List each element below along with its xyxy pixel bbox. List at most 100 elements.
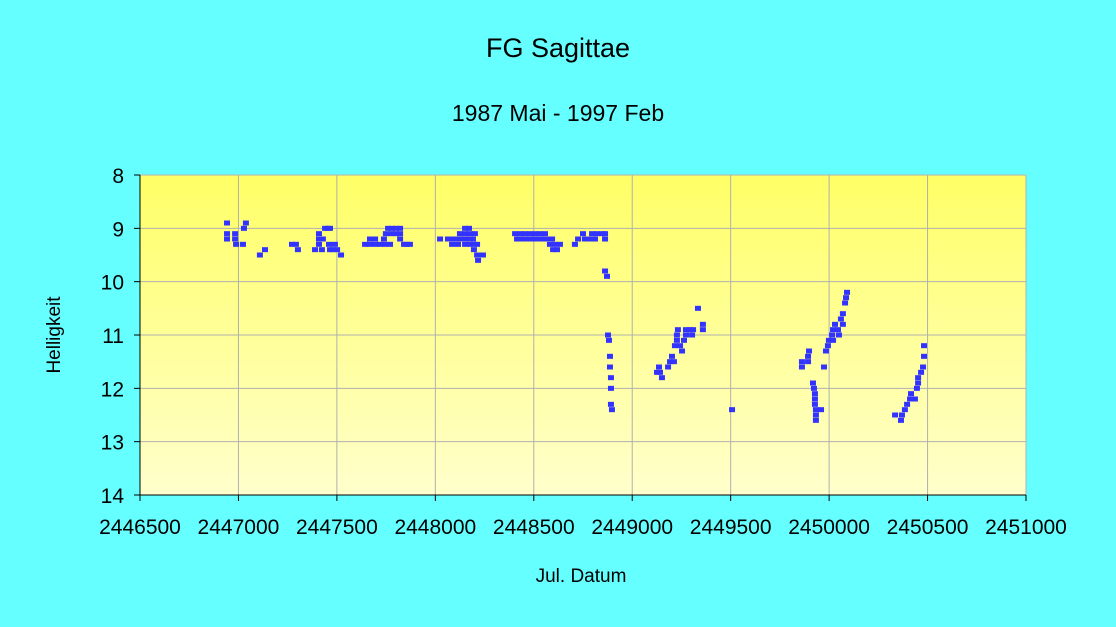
data-point — [844, 289, 851, 295]
data-point — [811, 396, 818, 402]
data-point — [242, 220, 249, 226]
data-point — [462, 225, 469, 231]
chart-subtitle: 1987 Mai - 1997 Feb — [452, 100, 664, 126]
data-point — [681, 337, 688, 343]
x-tick-label: 2450000 — [788, 516, 870, 539]
data-point — [818, 407, 825, 413]
chart-title: FG Sagittae — [486, 33, 630, 63]
data-point — [397, 225, 404, 231]
data-point — [537, 231, 544, 237]
data-point — [312, 247, 319, 253]
data-point — [674, 327, 681, 333]
data-point — [392, 225, 399, 231]
y-tick-label: 9 — [112, 218, 124, 241]
data-point — [811, 391, 818, 397]
x-tick-label: 2448000 — [394, 516, 476, 539]
data-point — [224, 231, 231, 237]
data-point — [798, 364, 805, 370]
data-point — [224, 236, 231, 242]
data-point — [556, 241, 563, 247]
data-point — [835, 332, 842, 338]
data-point — [604, 273, 611, 279]
data-point — [543, 236, 550, 242]
data-point — [839, 321, 846, 327]
data-point — [907, 396, 914, 402]
data-point — [454, 236, 461, 242]
data-point — [382, 231, 389, 237]
data-point — [232, 236, 239, 242]
data-point — [668, 353, 675, 359]
data-point — [689, 332, 696, 338]
data-point — [587, 236, 594, 242]
data-point — [389, 225, 396, 231]
data-point — [580, 231, 586, 237]
data-point — [571, 241, 578, 247]
data-point — [915, 380, 922, 386]
data-point — [460, 236, 467, 242]
data-point — [474, 241, 481, 247]
axes: 2446500 2447000 2447500 2448000 2448500 24490… — [99, 165, 1067, 539]
data-point — [233, 241, 240, 247]
data-point — [901, 407, 908, 413]
data-point — [830, 337, 837, 343]
data-point — [834, 327, 841, 333]
data-point — [607, 375, 614, 381]
y-tick-label: 12 — [101, 378, 124, 401]
data-point — [920, 364, 927, 370]
data-point — [288, 241, 295, 247]
data-point — [466, 231, 473, 237]
y-tick-label: 14 — [101, 485, 125, 508]
data-point — [655, 364, 662, 370]
data-point — [475, 257, 482, 263]
data-point — [607, 385, 614, 391]
data-point — [682, 327, 689, 333]
data-point — [602, 231, 609, 237]
data-point — [366, 236, 373, 242]
data-point — [690, 327, 697, 333]
data-point — [454, 241, 461, 247]
data-point — [606, 353, 613, 359]
x-tick-label: 2448500 — [493, 516, 575, 539]
data-point — [673, 332, 680, 338]
data-point — [470, 241, 477, 247]
data-point — [913, 385, 920, 391]
data-point — [694, 305, 701, 311]
data-point — [658, 375, 665, 381]
data-point — [812, 417, 819, 423]
data-point — [581, 236, 588, 242]
data-point — [397, 231, 404, 237]
data-point — [262, 247, 269, 253]
data-point — [406, 241, 413, 247]
data-point — [449, 241, 456, 247]
data-point — [911, 396, 918, 402]
data-point — [602, 268, 609, 274]
data-point — [830, 327, 837, 333]
data-point — [729, 407, 736, 413]
data-point — [444, 236, 451, 242]
data-point — [602, 236, 609, 242]
data-point — [671, 343, 678, 349]
data-point — [550, 247, 557, 253]
data-point — [533, 236, 540, 242]
data-point — [822, 348, 829, 354]
data-point — [456, 231, 463, 237]
data-point — [608, 407, 615, 413]
data-point — [904, 401, 911, 407]
data-point — [829, 332, 836, 338]
data-point — [805, 359, 812, 365]
data-point — [240, 225, 247, 231]
data-point — [232, 231, 239, 237]
data-point — [387, 241, 394, 247]
data-point — [385, 225, 392, 231]
data-point — [921, 353, 928, 359]
data-point — [839, 311, 846, 317]
data-point — [531, 231, 538, 237]
data-point — [673, 337, 680, 343]
data-point — [820, 364, 827, 370]
data-point — [224, 220, 231, 226]
data-point — [798, 359, 805, 365]
data-point — [546, 241, 553, 247]
data-point — [381, 241, 388, 247]
data-point — [549, 236, 556, 242]
data-point — [592, 236, 599, 242]
